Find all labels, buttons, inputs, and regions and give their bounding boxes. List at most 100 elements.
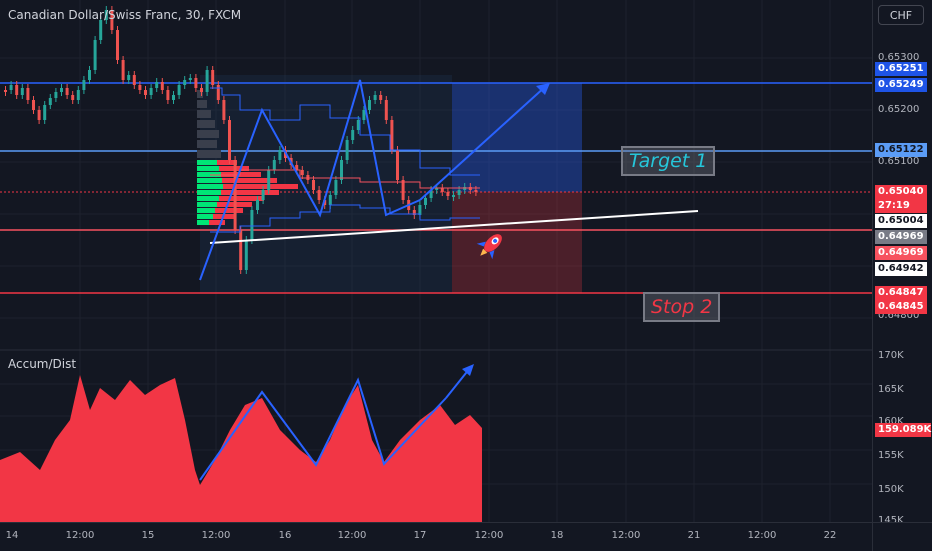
candle-body — [121, 60, 125, 80]
time-tick: 12:00 — [65, 530, 95, 541]
ad-tick: 165K — [878, 384, 904, 395]
vp-buy-bar — [197, 160, 217, 165]
candle-body — [390, 120, 394, 150]
candle-body — [20, 88, 24, 95]
candle-body — [9, 85, 13, 90]
candle-body — [183, 80, 187, 85]
candle-body — [457, 190, 461, 195]
vp-bar — [197, 140, 217, 148]
vp-sell-bar — [221, 172, 261, 177]
candle-body — [239, 230, 243, 270]
ad-zigzag[interactable] — [199, 377, 447, 481]
time-tick: 16 — [278, 530, 292, 541]
candle-body — [233, 160, 237, 230]
candle-body — [272, 160, 276, 170]
candle-body — [155, 82, 159, 88]
candle-body — [373, 95, 377, 100]
rocket-icon[interactable] — [472, 227, 508, 263]
projection-arrow[interactable] — [419, 85, 547, 201]
volume-profile[interactable] — [197, 90, 298, 225]
time-tick: 18 — [550, 530, 564, 541]
ad-tick: 160K — [878, 416, 904, 427]
vp-buy-bar — [197, 208, 215, 213]
price-tick: 0.64800 — [878, 310, 920, 321]
ad-tick: 145K — [878, 515, 904, 526]
candle-body — [172, 95, 175, 100]
candle-body — [65, 88, 69, 95]
indicator-title[interactable]: Accum/Dist — [8, 357, 77, 371]
candle-body — [177, 85, 181, 95]
candle-body — [99, 20, 103, 40]
candle-body — [216, 85, 220, 100]
countdown-tag: 27:19 — [875, 199, 927, 213]
candle-body — [396, 150, 399, 180]
price-tag: 0.64969 — [875, 230, 927, 244]
candle-body — [424, 198, 427, 205]
price-tick: 0.65300 — [878, 52, 920, 63]
candle-body — [37, 110, 41, 120]
zigzag-pattern[interactable] — [199, 79, 421, 281]
ascending-trendline[interactable] — [209, 210, 699, 244]
ad-value-tag: 159.089K — [875, 423, 931, 437]
grid — [0, 0, 872, 522]
candle-body — [379, 95, 383, 100]
candle-body — [54, 92, 58, 98]
currency-button[interactable]: CHF — [878, 5, 924, 25]
vp-buy-bar — [197, 196, 219, 201]
candle-body — [384, 100, 388, 120]
time-axis[interactable] — [0, 522, 872, 551]
symbol-title[interactable]: Canadian Dollar/Swiss Franc, 30, FXCM — [8, 8, 242, 22]
price-tag: 0.65004 — [875, 214, 927, 228]
candle-body — [32, 100, 35, 110]
vp-sell-bar — [217, 160, 237, 165]
candle-body — [26, 88, 30, 100]
vp-sell-bar — [221, 190, 279, 195]
chart-area[interactable]: Canadian Dollar/Swiss Franc, 30, FXCM Ac… — [0, 0, 872, 530]
candle-body — [295, 165, 299, 170]
vp-sell-bar — [223, 184, 298, 189]
candle-body — [211, 70, 215, 85]
candle-body — [132, 75, 136, 85]
candle-body — [250, 210, 254, 240]
candle-body — [435, 188, 439, 190]
vp-buy-bar — [197, 190, 221, 195]
vp-sell-bar — [215, 208, 243, 213]
candle-body — [15, 85, 19, 95]
price-tag: 0.64969 — [875, 246, 927, 260]
candle-body — [228, 120, 231, 160]
candle-body — [144, 90, 147, 95]
candle-body — [160, 82, 164, 90]
loss-zone[interactable] — [452, 192, 582, 293]
time-tick: 14 — [5, 530, 19, 541]
vwap-band-lower — [210, 204, 480, 233]
profit-zone[interactable] — [452, 83, 582, 192]
ad-tick: 155K — [878, 450, 904, 461]
time-tick: 12:00 — [201, 530, 231, 541]
ad-tick: 150K — [878, 484, 904, 495]
ad-projection-arrow[interactable] — [445, 367, 471, 399]
price-tag: 0.64847 — [875, 286, 927, 300]
candlesticks — [4, 6, 478, 274]
candle-body — [127, 75, 131, 80]
candle-body — [188, 78, 192, 80]
stop-callout[interactable]: Stop 2 — [643, 292, 721, 322]
vp-sell-bar — [209, 220, 225, 225]
price-tag: 0.65249 — [875, 78, 927, 92]
candle-body — [256, 200, 259, 210]
candle-body — [48, 98, 52, 105]
time-tick: 15 — [141, 530, 155, 541]
candle-body — [351, 130, 355, 140]
candle-body — [88, 70, 91, 80]
candle-body — [43, 105, 47, 120]
vp-buy-bar — [197, 184, 223, 189]
candle-body — [474, 190, 478, 192]
candle-body — [104, 10, 108, 20]
price-chart[interactable] — [0, 0, 872, 530]
target-callout[interactable]: Target 1 — [621, 146, 716, 176]
vp-bar — [197, 110, 211, 118]
candle-body — [110, 10, 114, 30]
candle-body — [194, 78, 198, 88]
candle-body — [149, 88, 153, 95]
time-tick: 22 — [823, 530, 837, 541]
vp-sell-bar — [219, 196, 264, 201]
